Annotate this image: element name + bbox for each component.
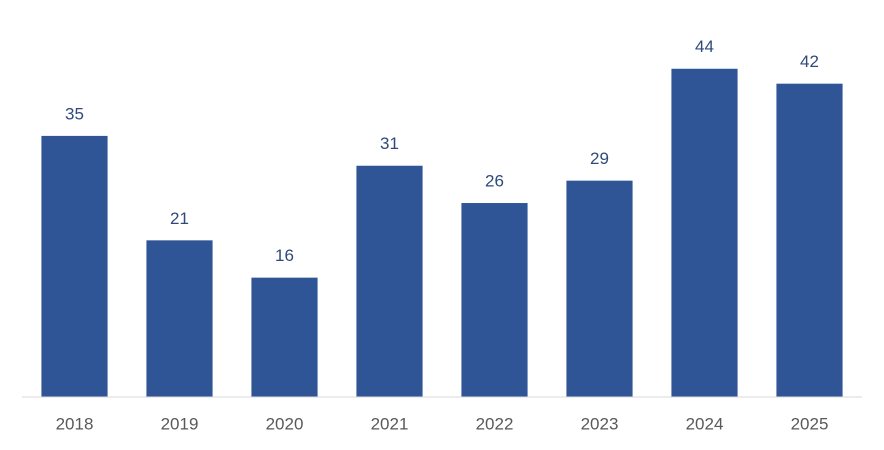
data-label: 42	[800, 52, 819, 71]
x-tick-label: 2019	[161, 414, 199, 433]
bar	[461, 203, 528, 397]
data-label: 31	[380, 134, 399, 153]
data-label: 16	[275, 246, 294, 265]
x-tick-label: 2020	[266, 414, 304, 433]
data-label: 44	[695, 37, 714, 56]
bar	[566, 180, 633, 397]
bar	[356, 165, 423, 397]
data-label: 21	[170, 209, 189, 228]
x-tick-label: 2021	[371, 414, 409, 433]
x-tick-label: 2025	[791, 414, 829, 433]
x-tick-label: 2018	[56, 414, 94, 433]
bar	[146, 240, 213, 397]
bar	[251, 277, 318, 397]
bar	[41, 135, 108, 397]
x-tick-label: 2022	[476, 414, 514, 433]
data-label: 35	[65, 104, 84, 123]
bar	[671, 68, 738, 397]
x-tick-label: 2024	[686, 414, 724, 433]
bar	[776, 83, 843, 398]
data-label: 29	[590, 149, 609, 168]
data-label: 26	[485, 172, 504, 191]
x-tick-label: 2023	[581, 414, 619, 433]
